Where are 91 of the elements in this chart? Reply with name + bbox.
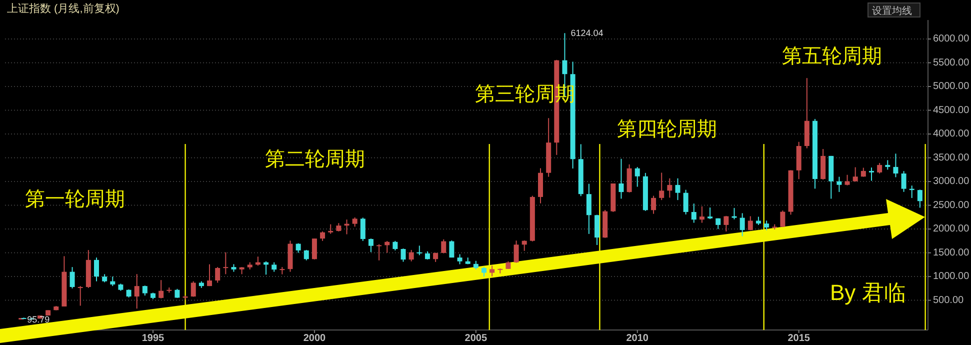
y-tick-label: 500.00 (933, 294, 964, 306)
candlestick (312, 238, 317, 260)
candlestick (408, 249, 414, 262)
candlestick (917, 189, 922, 208)
candlestick (844, 174, 850, 186)
candlestick (885, 160, 890, 170)
candlestick (893, 153, 898, 178)
candlestick (400, 248, 406, 262)
candlestick (659, 172, 664, 201)
candlestick (618, 158, 624, 200)
candlestick (877, 162, 882, 174)
candlestick (441, 238, 446, 254)
candlestick (481, 266, 486, 278)
candlestick (667, 178, 672, 198)
candlestick (304, 249, 309, 261)
annotation: 第一轮周期 (25, 188, 125, 210)
candlestick (626, 164, 632, 193)
candlestick (764, 220, 770, 231)
candlestick (360, 217, 366, 242)
candlestick (449, 240, 454, 258)
x-tick-label: 2000 (303, 333, 326, 344)
y-tick-label: 1500.00 (933, 247, 970, 258)
y-tick-label: 4500.00 (933, 104, 970, 116)
y-tick-label: 5000.00 (933, 81, 970, 92)
annotation: 第五轮周期 (782, 45, 882, 68)
y-tick-label: 2500.00 (933, 200, 970, 211)
candlestick (586, 183, 592, 234)
candlestick (490, 265, 495, 277)
candlestick (740, 212, 745, 237)
y-tick-label: 1000.00 (933, 271, 970, 282)
x-tick-label: 1995 (142, 333, 165, 344)
candlestick (352, 216, 358, 228)
candlestick (392, 240, 398, 251)
annotation: 95.79 (27, 314, 50, 325)
annotation: 第四轮周期 (617, 118, 717, 140)
candlestick (683, 189, 688, 215)
candlestick (207, 264, 212, 287)
text: 设置均线 (872, 5, 912, 17)
candlestick (174, 288, 180, 298)
candlestick (384, 240, 390, 254)
annotation: 6124.04 (570, 28, 604, 38)
candlestick (223, 252, 228, 275)
candlestick (594, 214, 600, 246)
candlestick (376, 244, 382, 261)
candlestick (852, 166, 858, 182)
candlestick (215, 266, 220, 284)
candlestick (328, 224, 334, 234)
candlestick (368, 238, 374, 253)
candlestick (748, 216, 753, 231)
candlestick (296, 242, 301, 254)
candlestick (280, 266, 285, 275)
x-tick-label: 2005 (464, 333, 488, 344)
candlestick (190, 280, 196, 298)
y-tick-label: 6000.00 (933, 34, 970, 45)
candlestick (134, 274, 140, 310)
chart-title: 上证指数 (月线,前复权) (7, 2, 120, 15)
y-tick-label: 5500.00 (933, 57, 970, 68)
y-tick-label: 4000.00 (933, 128, 970, 140)
candlestick (724, 215, 729, 232)
candlestick (780, 210, 786, 228)
candlestick (651, 195, 656, 214)
y-tick-label: 2000.00 (933, 224, 970, 235)
candlestick (708, 207, 713, 220)
candlestick (868, 167, 874, 182)
candlestick (732, 207, 737, 220)
candlestick (94, 257, 99, 282)
candlestick (457, 254, 462, 265)
candlestick (416, 245, 422, 256)
annotation: By 君临 (830, 280, 906, 305)
x-tick-label: 2015 (788, 333, 810, 344)
candlestick (901, 170, 906, 192)
candlestick (820, 148, 826, 180)
candlestick (699, 206, 704, 224)
candlestick (142, 285, 148, 296)
candlestick (691, 203, 696, 224)
candlestick (860, 167, 866, 178)
candlestick (675, 178, 680, 201)
candlestick (514, 240, 519, 264)
candlestick (110, 276, 116, 287)
x-tick-label: 2010 (626, 333, 649, 344)
candlestick (272, 262, 277, 272)
candlestick (78, 286, 83, 306)
y-tick-label: 3000.00 (933, 176, 970, 188)
y-tick-label: 3500.00 (933, 152, 970, 164)
candlestick (158, 280, 164, 299)
candlestick (320, 230, 326, 242)
candlestick (70, 266, 75, 289)
candlestick (634, 166, 640, 188)
annotation: 第二轮周期 (265, 148, 365, 170)
candlestick (836, 176, 842, 192)
candlestick (522, 240, 527, 252)
